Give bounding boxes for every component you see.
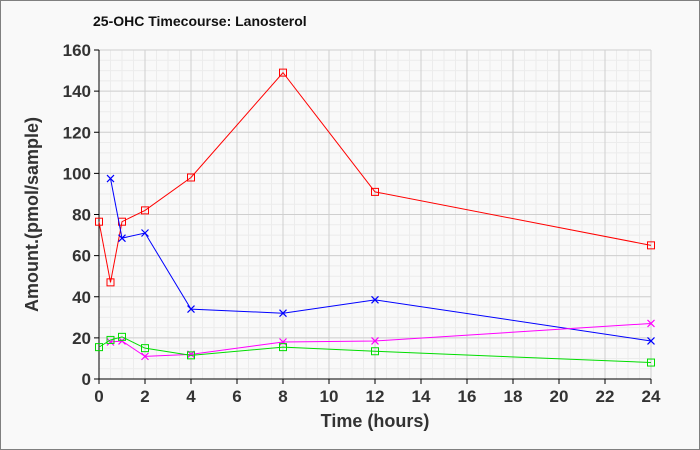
y-tick-label: 40 [72, 288, 91, 307]
y-tick-label: 120 [63, 123, 91, 142]
data-point [106, 278, 115, 287]
data-point [106, 335, 115, 344]
data-point [647, 241, 655, 250]
series-line-red [98, 71, 652, 283]
data-point [279, 68, 287, 77]
series-blue [106, 174, 655, 345]
x-axis-label: Time (hours) [321, 411, 430, 431]
x-tick-label: 0 [94, 387, 103, 406]
x-tick-label: 8 [278, 387, 287, 406]
data-point [95, 343, 103, 352]
y-tick-label: 100 [63, 164, 91, 183]
data-point [141, 206, 149, 215]
data-point [187, 173, 195, 182]
data-point [279, 338, 287, 346]
y-tick-label: 0 [82, 370, 91, 389]
data-point [371, 187, 379, 196]
data-point [141, 344, 149, 353]
x-tick-label: 4 [186, 387, 196, 406]
x-tick-label: 14 [412, 387, 431, 406]
x-tick-label: 10 [320, 387, 339, 406]
series-magenta [106, 319, 655, 361]
x-tick-label: 20 [550, 387, 569, 406]
x-tick-label: 12 [366, 387, 385, 406]
data-point [187, 305, 195, 314]
data-point [187, 351, 195, 360]
data-point [371, 337, 379, 345]
data-point [647, 337, 655, 345]
data-point [106, 174, 115, 183]
series-green [95, 332, 655, 367]
data-point [647, 358, 655, 367]
data-point [118, 337, 126, 345]
y-tick-label: 80 [72, 206, 91, 225]
data-point [118, 332, 126, 341]
x-tick-label: 24 [642, 387, 661, 406]
data-point [141, 352, 149, 361]
y-tick-label: 160 [63, 41, 91, 60]
series-line-blue [110, 178, 652, 342]
y-tick-label: 60 [72, 247, 91, 266]
data-point [118, 234, 126, 243]
y-tick-label: 140 [63, 82, 91, 101]
x-tick-label: 6 [232, 387, 241, 406]
x-tick-label: 16 [458, 387, 477, 406]
data-point [279, 343, 287, 352]
data-point [647, 319, 655, 328]
y-tick-label: 20 [72, 329, 91, 348]
y-axis-label: Amount.(pmol/sample) [22, 117, 42, 312]
data-point [279, 309, 287, 318]
data-point [95, 217, 103, 226]
data-point [371, 347, 379, 356]
series-line-green [98, 336, 652, 364]
data-point [371, 295, 379, 304]
x-tick-label: 2 [140, 387, 149, 406]
data-point [141, 229, 149, 237]
chart-title: 25-OHC Timecourse: Lanosterol [93, 13, 307, 29]
x-tick-label: 22 [596, 387, 615, 406]
x-tick-label: 18 [504, 387, 523, 406]
